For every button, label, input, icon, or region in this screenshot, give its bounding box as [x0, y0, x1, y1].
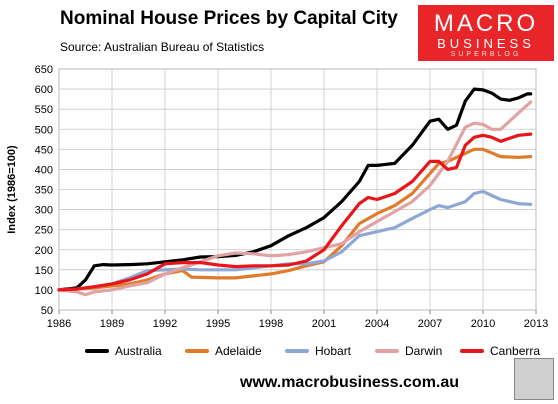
y-tick-label: 550: [35, 104, 53, 116]
y-tick-label: 400: [35, 164, 53, 176]
x-tick-label: 1986: [47, 318, 71, 330]
y-tick-label: 450: [35, 144, 53, 156]
website-url[interactable]: www.macrobusiness.com.au: [240, 374, 460, 391]
x-tick-label: 2010: [471, 318, 495, 330]
y-tick-label: 100: [35, 285, 53, 297]
y-axis-label: Index (1986=100): [6, 145, 18, 234]
x-tick-label: 2013: [524, 318, 548, 330]
x-tick-label: 1995: [206, 318, 230, 330]
y-tick-label: 150: [35, 265, 53, 277]
legend-item-adelaide: Adelaide: [185, 344, 262, 358]
y-tick-label: 350: [35, 185, 53, 197]
legend-label: Adelaide: [215, 344, 262, 358]
wolf-emblem-icon: [514, 358, 554, 400]
y-tick-label: 300: [35, 205, 53, 217]
y-tick-label: 250: [35, 225, 53, 237]
series-line-darwin: [57, 100, 533, 297]
logo-line2: BUSINESS: [437, 36, 535, 51]
y-tick-label: 600: [35, 84, 53, 96]
legend-label: Darwin: [405, 344, 443, 358]
logo-line3: SUPERBLOG: [450, 51, 522, 58]
series-line-hobart: [57, 189, 533, 292]
legend-item-australia: Australia: [85, 344, 162, 358]
legend-item-hobart: Hobart: [285, 344, 351, 358]
chart-subtitle: Source: Australian Bureau of Statistics: [60, 40, 265, 54]
x-tick-label: 1989: [100, 318, 124, 330]
series-line-australia: [57, 87, 533, 292]
x-tick-label: 2001: [312, 318, 336, 330]
legend-item-darwin: Darwin: [375, 344, 442, 358]
legend-label: Australia: [115, 344, 162, 358]
x-tick-label: 1992: [153, 318, 177, 330]
logo-line1: MACRO: [433, 10, 539, 37]
x-tick-label: 1998: [259, 318, 283, 330]
y-tick-label: 500: [35, 124, 53, 136]
legend-label: Canberra: [490, 344, 541, 358]
legend-swatch: [375, 349, 399, 353]
chart-title: Nominal House Prices by Capital City: [60, 8, 398, 29]
x-tick-label: 2007: [418, 318, 442, 330]
legend-label: Hobart: [315, 344, 352, 358]
legend-swatch: [85, 349, 109, 353]
legend-swatch: [285, 349, 309, 353]
x-tick-label: 2004: [365, 318, 389, 330]
series-line-canberra: [57, 132, 533, 292]
brand-logo: MACRO BUSINESS SUPERBLOG: [418, 5, 554, 61]
legend-swatch: [460, 349, 484, 353]
y-tick-label: 50: [41, 305, 53, 317]
y-tick-label: 200: [35, 245, 53, 257]
y-tick-label: 650: [35, 64, 53, 76]
legend-item-canberra: Canberra: [460, 344, 540, 358]
legend-swatch: [185, 349, 209, 353]
